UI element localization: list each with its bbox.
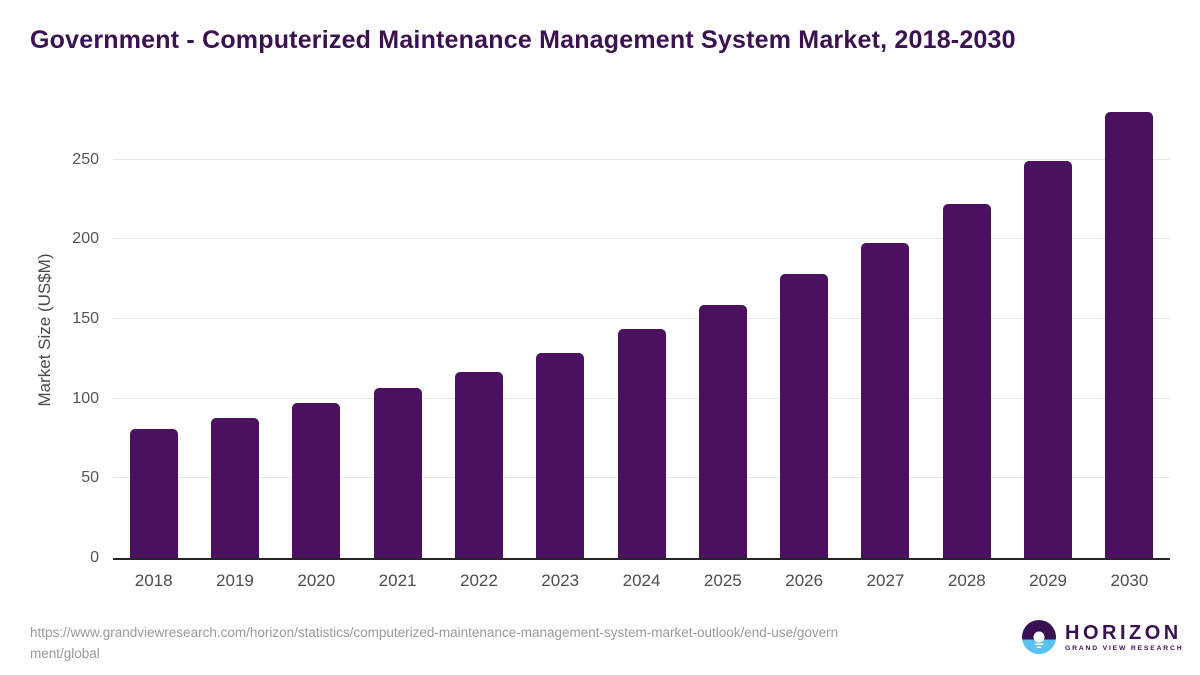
bar-slot-2022: 2022 bbox=[438, 100, 519, 590]
bar-2027 bbox=[861, 242, 910, 558]
bar-2023 bbox=[536, 352, 585, 558]
bar-2025 bbox=[698, 304, 747, 558]
bar-slot-2024: 2024 bbox=[601, 100, 682, 590]
horizon-logo: HORIZON GRAND VIEW RESEARCH bbox=[1022, 620, 1183, 654]
bar-2020 bbox=[292, 403, 341, 558]
x-tick-label-2026: 2026 bbox=[785, 571, 824, 590]
source-url-line1: https://www.grandviewresearch.com/horizo… bbox=[30, 625, 839, 640]
bar-slot-2026: 2026 bbox=[764, 100, 845, 590]
x-tick-label-2023: 2023 bbox=[541, 571, 580, 590]
x-tick-label-2025: 2025 bbox=[703, 571, 742, 590]
bar-slot-2021: 2021 bbox=[357, 100, 438, 590]
plot-area: 0 50 100 150 200 250 2018 2019 2020 2021 2022 2023 2… bbox=[72, 100, 1170, 590]
gridline-200 bbox=[113, 238, 1170, 240]
bar-2021 bbox=[373, 387, 422, 558]
bar-slot-2019: 2019 bbox=[194, 100, 275, 590]
x-tick-label-2020: 2020 bbox=[297, 571, 336, 590]
bar-2018 bbox=[129, 428, 178, 558]
gridline-250 bbox=[113, 158, 1170, 160]
x-tick-label-2028: 2028 bbox=[947, 571, 986, 590]
bar-2029 bbox=[1024, 161, 1073, 558]
x-tick-label-2021: 2021 bbox=[378, 571, 417, 590]
bar-2024 bbox=[617, 328, 666, 558]
bar-slot-2029: 2029 bbox=[1007, 100, 1088, 590]
y-tick-label-50: 50 bbox=[81, 469, 99, 487]
bar-2030 bbox=[1105, 111, 1154, 558]
bar-slot-2025: 2025 bbox=[682, 100, 763, 590]
x-tick-label-2030: 2030 bbox=[1110, 571, 1149, 590]
x-tick-label-2029: 2029 bbox=[1029, 571, 1068, 590]
bar-2022 bbox=[454, 371, 503, 558]
bar-2026 bbox=[780, 274, 829, 558]
bar-slot-2027: 2027 bbox=[845, 100, 926, 590]
x-tick-label-2019: 2019 bbox=[216, 571, 254, 590]
horizon-logo-subbrand: GRAND VIEW RESEARCH bbox=[1065, 645, 1184, 652]
y-tick-label-150: 150 bbox=[72, 310, 99, 328]
bar-slot-2018: 2018 bbox=[113, 100, 194, 590]
y-tick-label-100: 100 bbox=[72, 389, 99, 407]
horizon-logo-text: HORIZON GRAND VIEW RESEARCH bbox=[1065, 622, 1183, 652]
chart-title: Government - Computerized Maintenance Ma… bbox=[30, 26, 1016, 54]
y-tick-label-200: 200 bbox=[72, 230, 99, 248]
source-url-line2: ment/global bbox=[30, 646, 100, 661]
horizon-logo-icon bbox=[1022, 620, 1056, 654]
bar-slot-2030: 2030 bbox=[1089, 100, 1170, 590]
gridline-150 bbox=[113, 318, 1170, 320]
y-tick-label-0: 0 bbox=[90, 549, 99, 566]
bar-2028 bbox=[942, 204, 991, 558]
x-tick-label-2027: 2027 bbox=[866, 571, 905, 590]
y-axis-title: Market Size (US$M) bbox=[35, 253, 54, 407]
source-url: https://www.grandviewresearch.com/horizo… bbox=[30, 622, 990, 664]
horizon-logo-brand: HORIZON bbox=[1065, 622, 1182, 644]
bar-slot-2020: 2020 bbox=[276, 100, 357, 590]
bar-slot-2023: 2023 bbox=[520, 100, 601, 590]
bar-2019 bbox=[210, 417, 259, 558]
bars-container: 2018 2019 2020 2021 2022 2023 2024 2025 2026 2027… bbox=[113, 100, 1170, 590]
y-tick-label-250: 250 bbox=[72, 150, 99, 168]
x-tick-label-2024: 2024 bbox=[622, 571, 661, 590]
bar-slot-2028: 2028 bbox=[926, 100, 1007, 590]
x-tick-label-2018: 2018 bbox=[134, 571, 173, 590]
x-tick-label-2022: 2022 bbox=[459, 571, 498, 590]
